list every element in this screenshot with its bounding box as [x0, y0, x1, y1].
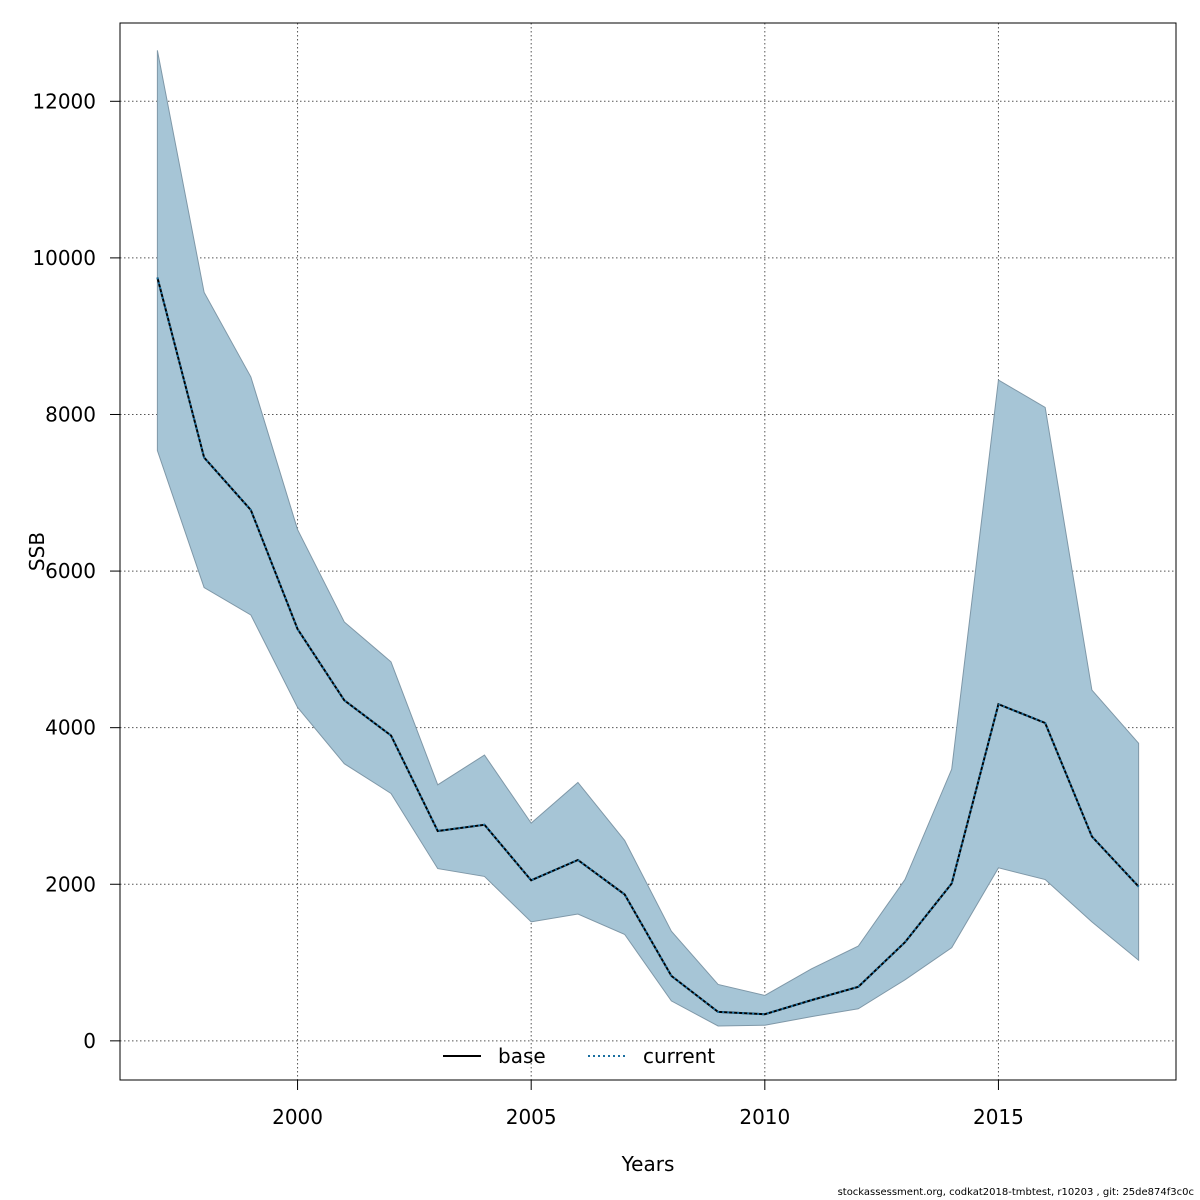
y-tick-label-4000: 4000	[45, 716, 96, 740]
x-tick-label-2000: 2000	[272, 1105, 323, 1129]
confidence-band	[156, 50, 1140, 1027]
y-axis-ticks: 0 2000 4000 6000 8000 10000 12000	[32, 89, 120, 1053]
plot-frame	[119, 22, 1177, 1081]
legend-label-current: current	[643, 1044, 715, 1068]
series-lines	[156, 277, 1140, 1016]
y-tick-label-8000: 8000	[45, 402, 96, 426]
footer-credit: stockassessment.org, codkat2018-tmbtest,…	[837, 1187, 1194, 1198]
y-tick-label-12000: 12000	[32, 89, 96, 113]
grid-lines	[120, 23, 1176, 1080]
series-line-current	[156, 277, 1140, 1016]
confidence-band-area	[156, 50, 1140, 1027]
x-tick-label-2015: 2015	[973, 1105, 1024, 1129]
y-tick-label-0: 0	[83, 1029, 96, 1053]
y-tick-label-10000: 10000	[32, 246, 96, 270]
legend-label-base: base	[498, 1044, 546, 1068]
x-tick-label-2005: 2005	[506, 1105, 557, 1129]
legend: base current	[443, 1044, 715, 1068]
y-tick-label-6000: 6000	[45, 559, 96, 583]
y-tick-label-2000: 2000	[45, 872, 96, 896]
x-axis-title: Years	[621, 1152, 675, 1176]
y-axis-title: SSB	[25, 532, 49, 571]
x-axis-ticks: 2000 2005 2010 2015	[272, 1080, 1024, 1129]
x-tick-label-2010: 2010	[739, 1105, 790, 1129]
